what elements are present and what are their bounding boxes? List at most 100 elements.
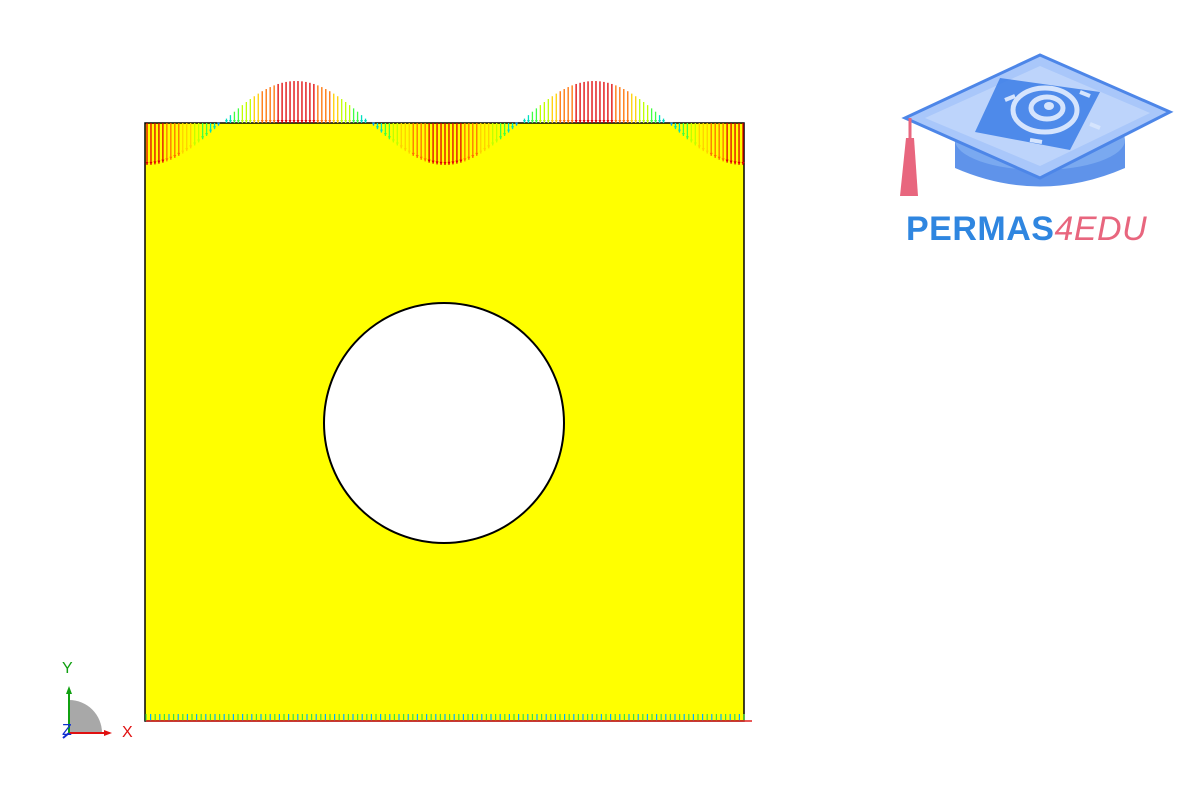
load-arrow-head: [562, 120, 566, 123]
load-arrow-head: [713, 154, 717, 158]
load-arrow-head: [145, 162, 149, 165]
load-arrow-head: [256, 120, 260, 123]
load-arrow-head: [658, 120, 662, 123]
load-arrow-head: [411, 152, 415, 156]
load-arrow-head: [296, 120, 300, 123]
load-arrow-head: [697, 145, 701, 149]
load-arrow-head: [403, 148, 407, 152]
load-arrow-head: [316, 120, 320, 123]
load-arrow-head: [399, 145, 403, 149]
bottom-edge-boundary-conditions: [145, 714, 752, 722]
load-arrow-head: [248, 120, 252, 123]
load-arrow-head: [395, 142, 399, 146]
load-arrow-head: [610, 120, 614, 123]
load-arrow-head: [312, 120, 316, 123]
load-arrow-head: [622, 120, 626, 123]
load-arrow-head: [252, 120, 256, 123]
load-arrow-head: [594, 120, 598, 123]
load-arrow-head: [423, 158, 427, 162]
load-arrow-head: [522, 120, 526, 123]
load-arrow-head: [427, 159, 431, 163]
load-arrow-head: [586, 120, 590, 123]
load-arrow-head: [431, 160, 435, 164]
load-arrow-head: [515, 122, 519, 126]
load-arrow-head: [213, 126, 217, 130]
load-arrow-head: [725, 159, 729, 163]
load-arrow-head: [371, 122, 375, 126]
load-arrow-head: [173, 154, 177, 158]
load-arrow-head: [487, 145, 491, 149]
load-arrow-head: [606, 120, 610, 123]
load-arrow-head: [387, 136, 391, 140]
load-arrow-head: [546, 120, 550, 123]
load-arrow-head: [201, 136, 205, 140]
load-arrow-head: [566, 120, 570, 123]
load-arrow-head: [435, 161, 439, 165]
load-arrow-head: [244, 120, 248, 123]
logo-suffix-text: 4EDU: [1054, 210, 1148, 248]
load-arrow-head: [304, 120, 308, 123]
load-arrow-head: [721, 158, 725, 162]
load-arrow-head: [300, 120, 304, 123]
load-arrow-head: [268, 120, 272, 123]
load-arrow-head: [467, 156, 471, 160]
load-arrow-head: [284, 120, 288, 123]
load-arrow-head: [177, 152, 181, 156]
load-arrow-head: [737, 161, 741, 165]
load-arrow-head: [693, 142, 697, 146]
load-arrow-head: [161, 159, 165, 163]
load-arrow-head: [205, 132, 209, 136]
x-axis-label: X: [122, 724, 133, 741]
load-arrow-head: [570, 120, 574, 123]
load-arrow-head: [701, 148, 705, 152]
load-arrow-head: [507, 129, 511, 133]
load-arrow-head: [503, 132, 507, 136]
circular-hole: [323, 302, 565, 544]
load-arrow-head: [717, 156, 721, 160]
load-arrow-head: [348, 120, 352, 123]
load-arrow-head: [292, 120, 296, 123]
load-arrow-head: [197, 139, 201, 143]
load-arrow-head: [360, 120, 364, 123]
load-arrow-head: [280, 120, 284, 123]
load-arrow-head: [550, 120, 554, 123]
load-arrow-head: [602, 120, 606, 123]
load-arrow-head: [375, 126, 379, 130]
load-arrow-head: [260, 120, 264, 123]
load-arrow-head: [379, 129, 383, 133]
load-arrow-head: [364, 120, 368, 123]
load-arrow-head: [320, 120, 324, 123]
load-arrow-head: [189, 145, 193, 149]
load-arrow-head: [356, 120, 360, 123]
load-arrow-head: [439, 161, 443, 165]
load-arrow-head: [511, 126, 515, 130]
load-arrow-head: [328, 120, 332, 123]
load-arrow-head: [340, 120, 344, 123]
load-arrow-head: [526, 120, 530, 123]
load-arrow-head: [459, 159, 463, 163]
load-arrow-head: [415, 154, 419, 158]
coordinate-triad: X Y Z: [62, 660, 133, 741]
load-arrow-head: [479, 150, 483, 154]
load-arrow-head: [483, 148, 487, 152]
load-arrow-head: [499, 136, 503, 140]
load-arrow-head: [642, 120, 646, 123]
load-arrow-head: [554, 120, 558, 123]
load-arrow-head: [332, 120, 336, 123]
load-arrow-head: [681, 132, 685, 136]
load-arrow-head: [276, 120, 280, 123]
top-edge-pressure-load: [145, 81, 745, 165]
load-arrow-head: [534, 120, 538, 123]
load-arrow-head: [574, 120, 578, 123]
load-arrow-head: [383, 132, 387, 136]
load-arrow-head: [344, 120, 348, 123]
load-arrow-head: [181, 150, 185, 154]
load-arrow-head: [638, 120, 642, 123]
load-arrow-head: [391, 139, 395, 143]
load-arrow-head: [530, 120, 534, 123]
load-arrow-head: [538, 120, 542, 123]
triad-quadrant: [69, 700, 102, 733]
load-arrow-head: [578, 120, 582, 123]
load-arrow-head: [336, 120, 340, 123]
